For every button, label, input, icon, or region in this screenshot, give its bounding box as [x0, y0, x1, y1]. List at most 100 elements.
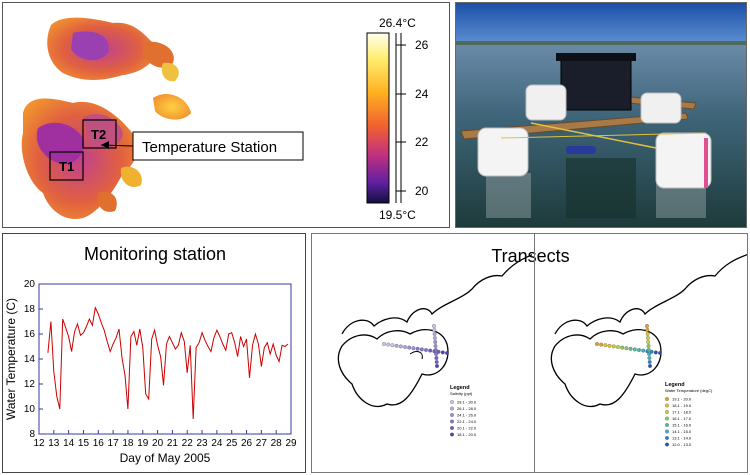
transect-point [624, 346, 629, 351]
transect-point [440, 350, 445, 355]
legend-label: 16.1 - 17.0 [672, 416, 692, 421]
t2-box [82, 119, 117, 149]
y-tick-label: 8 [29, 429, 35, 440]
transect-point [637, 348, 641, 352]
transect-point [599, 342, 604, 347]
transect-point [433, 348, 438, 352]
t2-label: T2 [91, 127, 106, 142]
transect-point [424, 348, 428, 352]
legend-label: 28.1 - 30.0 [457, 400, 477, 405]
transect-point [394, 343, 399, 348]
transect-point [616, 345, 620, 349]
transect-point [411, 346, 416, 351]
salinity-map: Legend Salinity (ppt) 28.1 - 30.026.1 - … [337, 254, 532, 437]
x-tick-label: 23 [196, 438, 208, 449]
transect-point [435, 364, 439, 368]
legend-swatch [665, 397, 669, 401]
transect-point [647, 352, 652, 356]
water-temperature-map: Legend Water Temperature (degC) 19.1 - 2… [550, 254, 747, 447]
transect-point [648, 364, 652, 368]
legend-label: 17.1 - 18.0 [672, 410, 692, 415]
y-tick-label: 18 [24, 304, 36, 315]
x-tick-label: 27 [256, 438, 268, 449]
floating-platform-photo [456, 3, 746, 227]
transect-point [620, 345, 625, 350]
transect-point [653, 350, 658, 355]
monitoring-station-panel: Monitoring station Water Temperature (C)… [2, 233, 306, 473]
legend-label: 24.1 - 26.0 [457, 413, 477, 418]
y-tick-label: 12 [24, 379, 36, 390]
legend-label: 13.1 - 14.0 [672, 436, 692, 441]
y-tick-label: 16 [24, 329, 36, 340]
legend-swatch [665, 436, 669, 440]
x-tick-label: 28 [271, 438, 283, 449]
thermal-image-panel: T1 T2 Temperature Station 26.4°C 26 24 2… [2, 2, 450, 228]
scale-tick-20: 20 [415, 184, 429, 198]
transect-point [436, 349, 441, 354]
transect-point [433, 340, 438, 344]
map-divider [534, 234, 535, 472]
temperature-legend-subtitle: Water Temperature (degC) [665, 388, 713, 393]
x-tick-label: 20 [152, 438, 164, 449]
transect-point [645, 332, 650, 336]
transect-point [434, 356, 439, 360]
x-tick-label: 15 [78, 438, 90, 449]
x-axis-label: Day of May 2005 [120, 451, 211, 465]
transect-point [646, 348, 651, 352]
legend-label: 12.0 - 13.0 [672, 442, 692, 447]
transect-point [603, 343, 608, 348]
legend-label: 18.1 - 20.0 [457, 432, 477, 437]
temperature-series-line [47, 306, 289, 420]
salinity-transect-points [382, 324, 449, 368]
transects-panel: Transects Legend Salinity (ppt) 28.1 - 3… [311, 233, 748, 473]
station-callout-box [132, 131, 304, 161]
legend-swatch [665, 429, 669, 434]
x-tick-label: 19 [137, 438, 149, 449]
transect-point [595, 342, 599, 346]
scale-min-label: 19.5°C [379, 208, 416, 222]
station-photo-panel [455, 2, 747, 228]
legend-swatch [450, 426, 454, 430]
monitoring-title: Monitoring station [83, 244, 227, 264]
transect-point [611, 344, 616, 349]
transect-point [382, 342, 386, 346]
transect-point [646, 340, 651, 344]
temperature-transect-points [595, 324, 662, 368]
x-tick-label: 26 [241, 438, 253, 449]
legend-swatch [450, 432, 454, 437]
salinity-legend: 28.1 - 30.026.1 - 28.0 24.1 - 26.022.1 - … [450, 400, 477, 437]
transect-point [390, 343, 395, 348]
transect-point [647, 360, 652, 364]
transect-point [646, 344, 651, 348]
x-tick-label: 13 [48, 438, 60, 449]
x-tick-label: 24 [211, 438, 223, 449]
transect-point [641, 348, 646, 353]
transect-point [428, 348, 433, 353]
transect-point [419, 347, 424, 352]
legend-swatch [665, 403, 669, 408]
t1-box [49, 151, 84, 181]
scale-tick-26: 26 [415, 38, 429, 52]
legend-label: 19.1 - 20.0 [672, 397, 692, 402]
x-tick-label: 29 [285, 438, 297, 449]
transect-point [645, 328, 650, 332]
thermal-blobs [21, 17, 191, 219]
legend-swatch [665, 416, 669, 421]
transect-point [649, 349, 654, 354]
legend-swatch [665, 423, 669, 427]
x-tick-label: 16 [93, 438, 105, 449]
y-axis-label: Water Temperature (C) [4, 298, 18, 420]
legend-swatch [665, 410, 669, 414]
y-tick-label: 14 [24, 354, 36, 365]
x-tick-label: 18 [122, 438, 134, 449]
transect-point [403, 345, 407, 349]
legend-label: 15.1 - 16.0 [672, 423, 692, 428]
thermal-image: T1 T2 Temperature Station 26.4°C 26 24 2… [21, 16, 429, 222]
legend-label: 18.1 - 19.0 [672, 403, 692, 408]
monitoring-chart: Water Temperature (C) Day of May 2005 12… [4, 279, 297, 465]
x-tick-label: 22 [182, 438, 194, 449]
salinity-legend-title: Legend [450, 385, 470, 391]
transect-point [645, 336, 650, 340]
transect-point [407, 345, 412, 350]
temperature-legend-title: Legend [665, 382, 685, 388]
